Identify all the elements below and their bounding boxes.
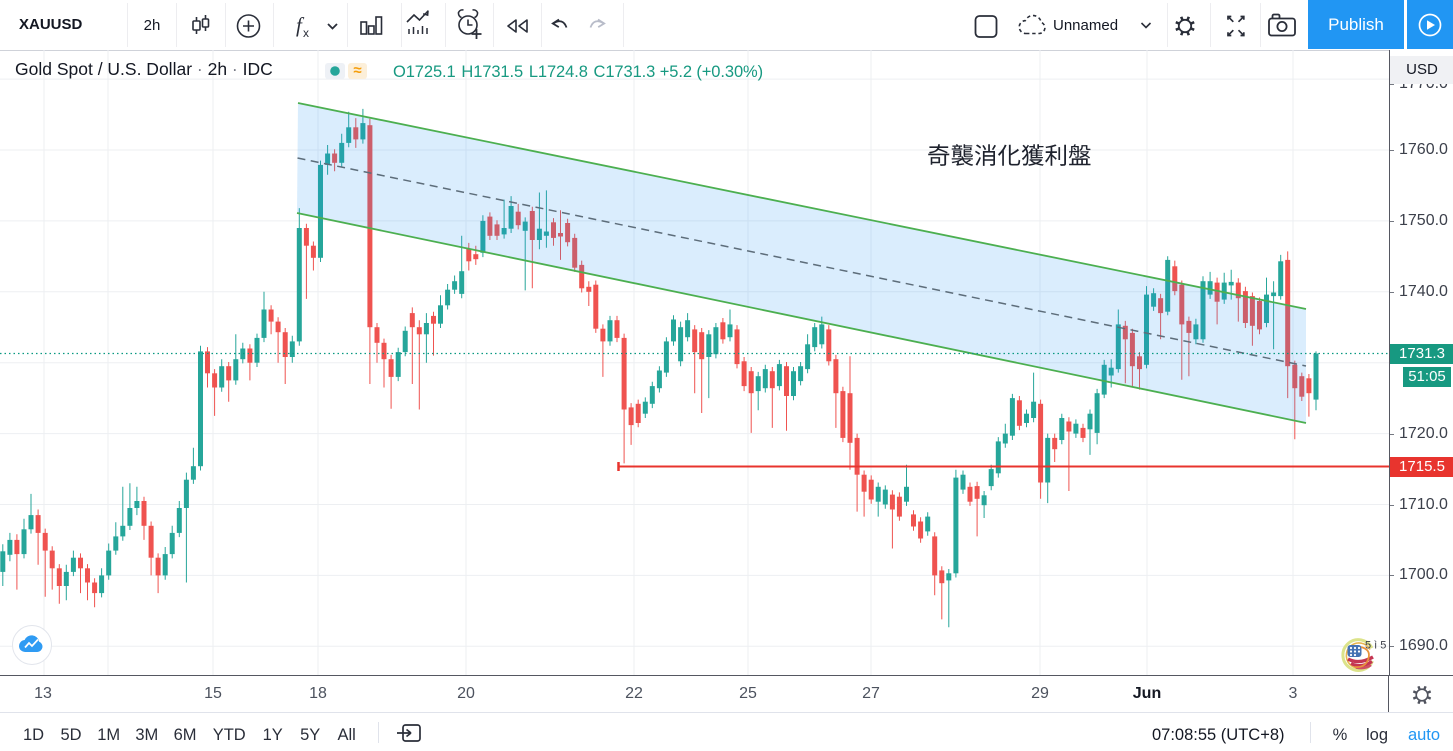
svg-text:5 ì 5: 5 ì 5 — [1365, 640, 1386, 652]
svg-text:f: f — [296, 13, 305, 37]
svg-text:x: x — [303, 26, 309, 40]
